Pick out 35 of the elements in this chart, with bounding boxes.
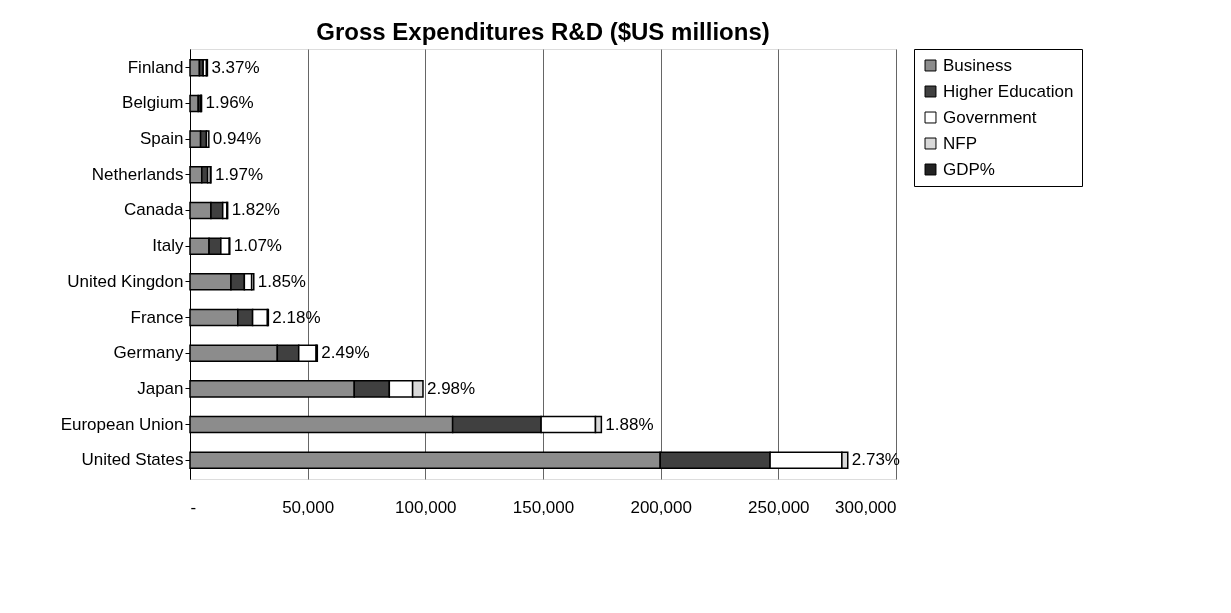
y-tick-label: Germany <box>113 343 184 363</box>
text: 3.37% <box>211 57 260 77</box>
chart-title: Gross Expenditures R&D ($US millions) <box>316 17 770 45</box>
y-tick-label: United States <box>81 450 184 470</box>
x-tick-label: 300,000 <box>835 497 897 517</box>
legend-label: NFP <box>943 133 977 153</box>
y-tick-label: Italy <box>152 236 184 256</box>
y-tick-label: Belgium <box>122 93 184 113</box>
y-tick-label: United Kingdon <box>67 271 184 291</box>
text: 1.97% <box>214 164 264 184</box>
text: 1.82% <box>231 200 280 220</box>
x-tick-label: 150,000 <box>512 497 575 517</box>
y-tick-label: Finland <box>127 57 184 77</box>
x-tick-label: 200,000 <box>630 497 692 517</box>
legend-label: Higher Education <box>943 81 1074 101</box>
y-tick-label: Spain <box>140 129 184 149</box>
text: 1.85% <box>257 271 306 291</box>
y-tick-label: European Union <box>60 414 184 434</box>
y-tick-label: Canada <box>123 200 185 220</box>
x-tick-label: 50,000 <box>282 497 335 517</box>
legend-label: Business <box>943 55 1012 75</box>
text: 1.88% <box>605 414 654 434</box>
y-tick-label: France <box>130 307 184 327</box>
y-tick-label: Japan <box>137 378 184 398</box>
legend-label: GDP% <box>943 159 995 179</box>
text: 2.98% <box>426 378 476 398</box>
y-tick-label: Netherlands <box>91 164 184 184</box>
text: 2.49% <box>321 343 370 363</box>
text: 0.94% <box>212 129 262 149</box>
text: 1.96% <box>205 93 254 113</box>
text: 1.07% <box>233 236 282 256</box>
x-tick-label: 250,000 <box>748 497 810 517</box>
x-tick-label: 100,000 <box>395 497 457 517</box>
legend-label: Government <box>943 107 1037 127</box>
x-tick-label: - <box>190 497 197 517</box>
